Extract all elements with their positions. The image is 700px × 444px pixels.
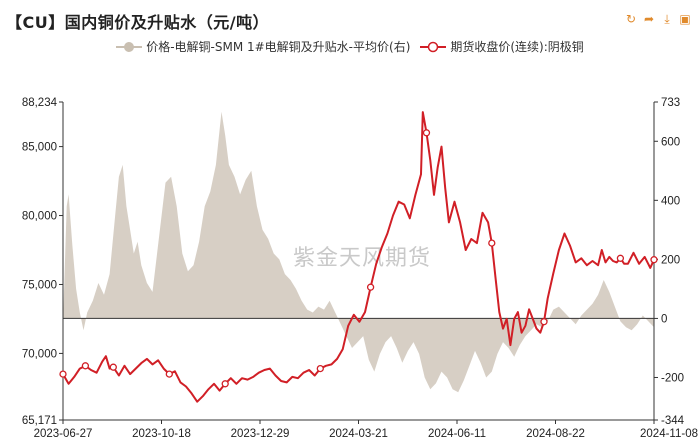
legend-item-spot-premium[interactable]: 价格-电解铜-SMM 1#电解铜及升贴水-平均价(右) [116, 38, 410, 55]
watermark: 紫金天风期货 [293, 246, 431, 271]
download-icon[interactable]: ⤓ [664, 12, 670, 26]
chart-toolbar: ↻ ➦ ⤓ ▣ [624, 12, 692, 26]
x-tick-label: 2023-12-29 [231, 428, 290, 440]
line-marker [366, 283, 375, 291]
left-tick-label: 88,234 [22, 97, 58, 109]
left-tick-label: 65,171 [22, 415, 57, 427]
line-marker [616, 254, 625, 262]
legend-item-futures-close[interactable]: 期货收盘价(连续):阴极铜 [420, 38, 584, 55]
right-tick-label: 0 [661, 313, 667, 325]
right-tick-label: -344 [661, 415, 685, 427]
line-marker [81, 362, 90, 370]
left-tick-label: 85,000 [22, 142, 57, 154]
legend-label-futures-close: 期货收盘价(连续):阴极铜 [450, 40, 584, 54]
line-marker [109, 363, 117, 371]
chart-title: 【CU】国内铜价及升贴水（元/吨） [6, 13, 270, 32]
chart-legend: 价格-电解铜-SMM 1#电解铜及升贴水-平均价(右) 期货收盘价(连续):阴极… [0, 38, 700, 55]
right-tick-label: 600 [661, 136, 680, 148]
image-icon[interactable]: ▣ [679, 12, 691, 26]
legend-swatch-area [116, 41, 143, 52]
left-tick-label: 70,000 [22, 348, 57, 360]
line-marker [165, 370, 173, 378]
x-tick-label: 2024-11-08 [640, 428, 698, 440]
x-tick-label: 2024-08-22 [526, 428, 585, 440]
x-tick-label: 2023-06-27 [34, 428, 93, 440]
right-tick-label: -200 [661, 372, 684, 384]
right-tick-label: 733 [661, 97, 680, 109]
x-tick-label: 2024-03-21 [329, 428, 388, 440]
refresh-icon[interactable]: ↻ [625, 12, 637, 26]
legend-swatch-line [420, 41, 447, 52]
left-tick-label: 75,000 [22, 279, 57, 291]
line-marker [488, 239, 496, 247]
x-tick-label: 2023-10-18 [132, 428, 191, 440]
line-marker [316, 364, 324, 373]
share-icon[interactable]: ➦ [643, 12, 655, 26]
line-marker [650, 256, 658, 264]
line-marker [59, 370, 67, 378]
left-tick-label: 80,000 [22, 211, 57, 223]
x-tick-label: 2024-06-11 [428, 428, 486, 440]
line-marker [422, 129, 431, 137]
right-tick-label: 200 [661, 254, 680, 266]
right-tick-label: 400 [661, 195, 680, 207]
legend-label-spot-premium: 价格-电解铜-SMM 1#电解铜及升贴水-平均价(右) [146, 40, 411, 54]
line-marker [221, 380, 229, 388]
tick-label-layer: 65,171 70,000 75,000 80,000 85,000 88,234 -344… [22, 97, 698, 440]
line-series-layer [59, 111, 658, 403]
line-marker [540, 318, 548, 326]
